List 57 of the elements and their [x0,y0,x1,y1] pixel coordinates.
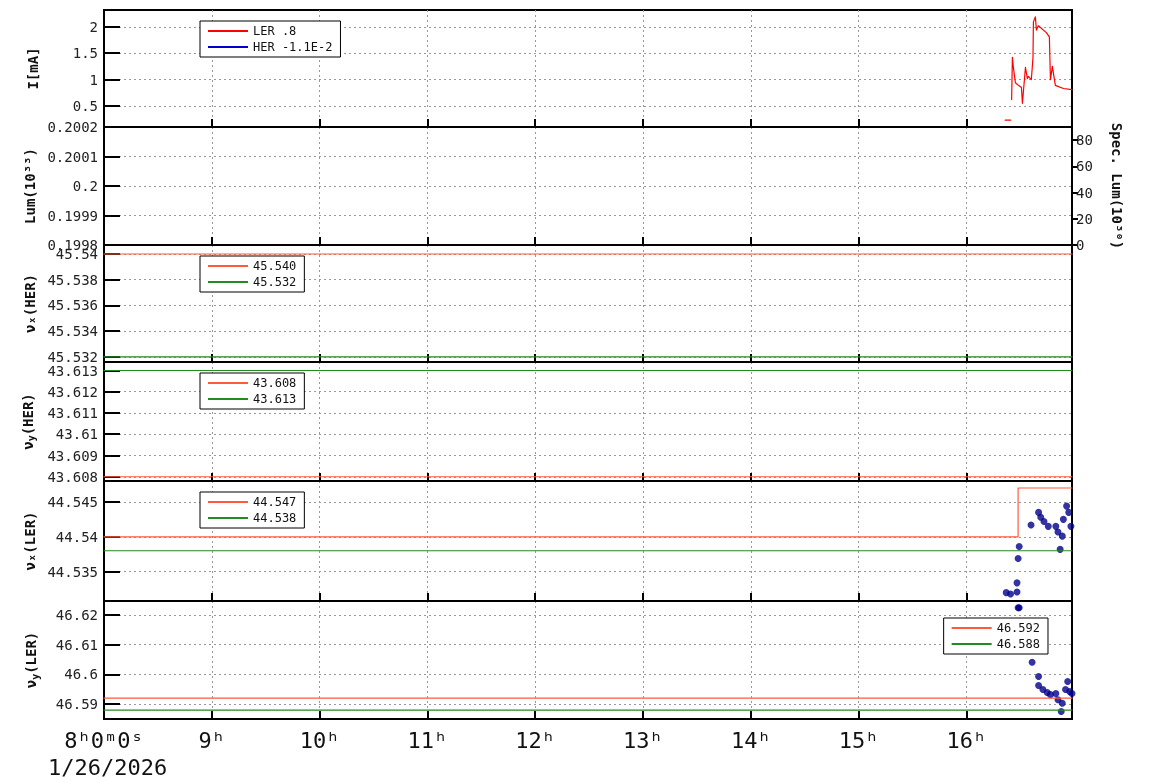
y-tick-label: 44.54 [55,528,98,545]
x-tick-label: 13ʰ [623,727,663,753]
x-tick-label: 12ʰ [515,727,556,753]
legend-label: 43.613 [253,392,297,406]
y-axis-title: Lum(10³³) [21,148,38,224]
legend-label: 46.588 [996,637,1041,651]
y-tick-label: 46.61 [55,636,98,653]
y-tick-label: 45.536 [47,297,98,314]
y-tick-label: 44.545 [47,493,98,510]
x-tick-label: 15ʰ [838,727,879,753]
y2-tick-label: 20 [1076,210,1093,227]
x-tick-label: 10ʰ [299,727,340,753]
y-tick-label: 0.1999 [47,207,98,224]
y-axis-title: I[mA] [25,47,41,90]
legend-label: 45.532 [253,275,297,289]
y-tick-label: 0.5 [72,97,98,114]
y-tick-label: 45.538 [47,271,98,288]
y2-tick-label: 40 [1076,184,1093,201]
y-tick-label: 43.613 [47,362,98,379]
legend-label: 44.547 [253,495,297,509]
y2-tick-label: 0 [1076,237,1085,253]
y-tick-label: 0.2001 [47,148,98,165]
legend-label: 44.538 [253,511,297,525]
y-axis-title: νₓ(LER) [21,511,38,571]
legend-label: HER -1.1E-2 [253,40,333,54]
y-tick-label: 2 [89,18,98,35]
y-axis-title: νₓ(HER) [21,273,38,334]
legend-label: 43.608 [253,376,297,390]
y-tick-label: 43.612 [47,383,98,400]
y2-axis-title: Spec. Lum(10³⁰) [1109,122,1125,250]
y-tick-label: 1 [89,71,98,88]
y2-tick-label: 60 [1076,158,1093,175]
y-axis-title: νy(HER) [19,393,38,450]
y-tick-label: 1.5 [72,45,98,62]
x-tick-label: 8ʰ0ᵐ0ˢ [64,727,144,753]
y-tick-label: 45.532 [47,348,98,365]
x-tick-label: 11ʰ [407,727,448,753]
x-tick-label: 14ʰ [730,727,771,753]
y-tick-label: 43.608 [47,468,98,485]
legend-label: 45.540 [253,259,297,273]
x-tick-label: 16ʰ [946,727,987,753]
y-tick-label: 0.2002 [47,119,98,135]
y-tick-label: 43.611 [47,405,98,421]
legend-label: LER .8 [253,24,297,38]
x-tick-label: 9ʰ [198,727,226,753]
y-tick-label: 46.62 [55,606,98,623]
y2-tick-label: 80 [1076,132,1093,149]
y-axis-title: νy(LER) [23,631,41,689]
y-tick-label: 43.609 [47,447,98,464]
y-tick-label: 44.535 [47,563,98,580]
text: 1/26/2026 [48,754,168,780]
y-tick-label: 46.59 [55,696,98,713]
y-tick-label: 45.534 [47,323,98,340]
y-tick-label: 0.2 [72,178,98,194]
y-tick-label: 43.61 [55,426,98,443]
y-tick-label: 46.6 [64,666,98,683]
legend-label: 46.592 [996,621,1041,635]
